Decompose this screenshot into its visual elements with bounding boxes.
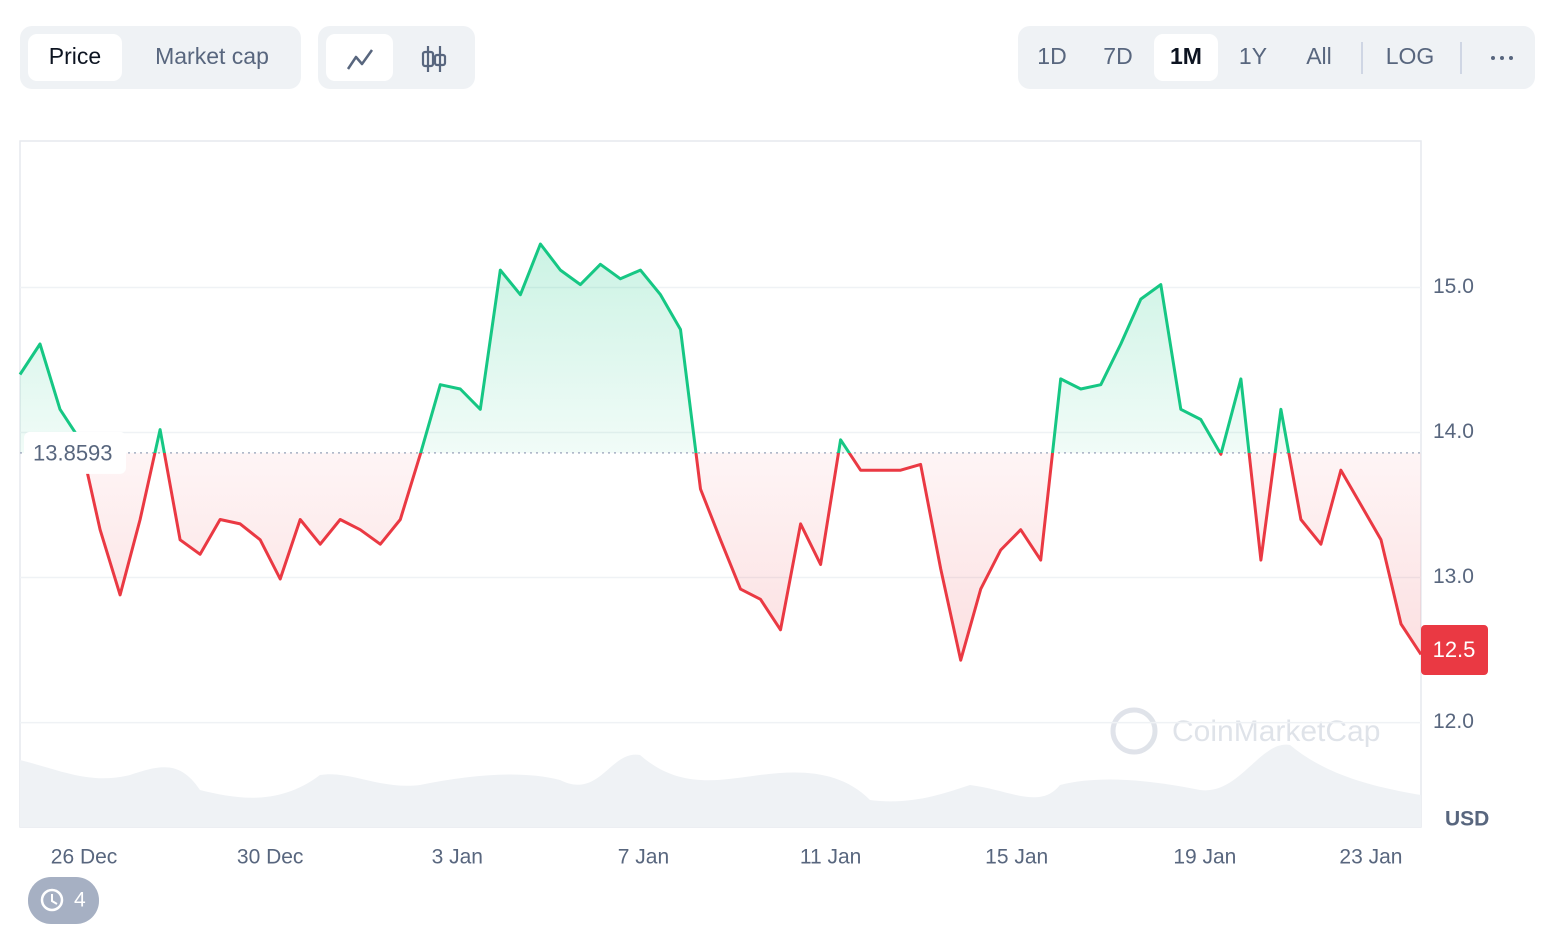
line-icon xyxy=(346,49,374,70)
current-price-box xyxy=(1421,625,1488,676)
log-button[interactable]: LOG xyxy=(1386,43,1435,69)
baseline-label: 13.8593 xyxy=(33,441,113,466)
y-tick-label: 15.0 xyxy=(1433,275,1474,298)
history-count: 4 xyxy=(74,889,86,912)
volume-area xyxy=(20,744,1421,827)
range-button[interactable]: 7D xyxy=(1103,43,1132,69)
watermark-text: CoinMarketCap xyxy=(1172,715,1380,748)
range-bg xyxy=(1154,34,1218,81)
current-price-label: 12.5 xyxy=(1433,637,1476,662)
more-button[interactable] xyxy=(1491,56,1513,60)
price-area xyxy=(20,244,1421,661)
range-button[interactable]: 1Y xyxy=(1239,43,1267,69)
x-tick-label: 11 Jan xyxy=(800,846,862,869)
line-view-button[interactable] xyxy=(326,34,393,81)
watermark: CoinMarketCap xyxy=(1110,707,1380,755)
tab-bg xyxy=(28,34,122,81)
range-button[interactable]: 1D xyxy=(1037,43,1066,69)
y-tick-label: 13.0 xyxy=(1433,565,1474,588)
baseline-label-bg xyxy=(24,431,126,474)
tab-button[interactable]: Price xyxy=(49,43,101,69)
x-tick-label: 15 Jan xyxy=(985,846,1048,869)
x-tick-label: 19 Jan xyxy=(1173,846,1236,869)
x-tick-label: 26 Dec xyxy=(51,846,118,869)
y-tick-label: 14.0 xyxy=(1433,420,1474,443)
tab-button[interactable]: Market cap xyxy=(155,43,269,69)
x-tick-label: 23 Jan xyxy=(1339,846,1402,869)
range-button[interactable]: All xyxy=(1306,43,1332,69)
x-tick-label: 7 Jan xyxy=(618,846,669,869)
y-tick-label: 12.0 xyxy=(1433,710,1474,733)
range-group xyxy=(1018,26,1535,89)
x-tick-label: 30 Dec xyxy=(237,846,304,869)
y-unit: USD xyxy=(1445,808,1489,831)
price-line xyxy=(18,242,1423,662)
range-button[interactable]: 1M xyxy=(1170,43,1202,69)
candle-icon[interactable] xyxy=(421,46,447,72)
x-tick-label: 3 Jan xyxy=(432,846,483,869)
history-badge[interactable]: 4 xyxy=(28,877,99,924)
